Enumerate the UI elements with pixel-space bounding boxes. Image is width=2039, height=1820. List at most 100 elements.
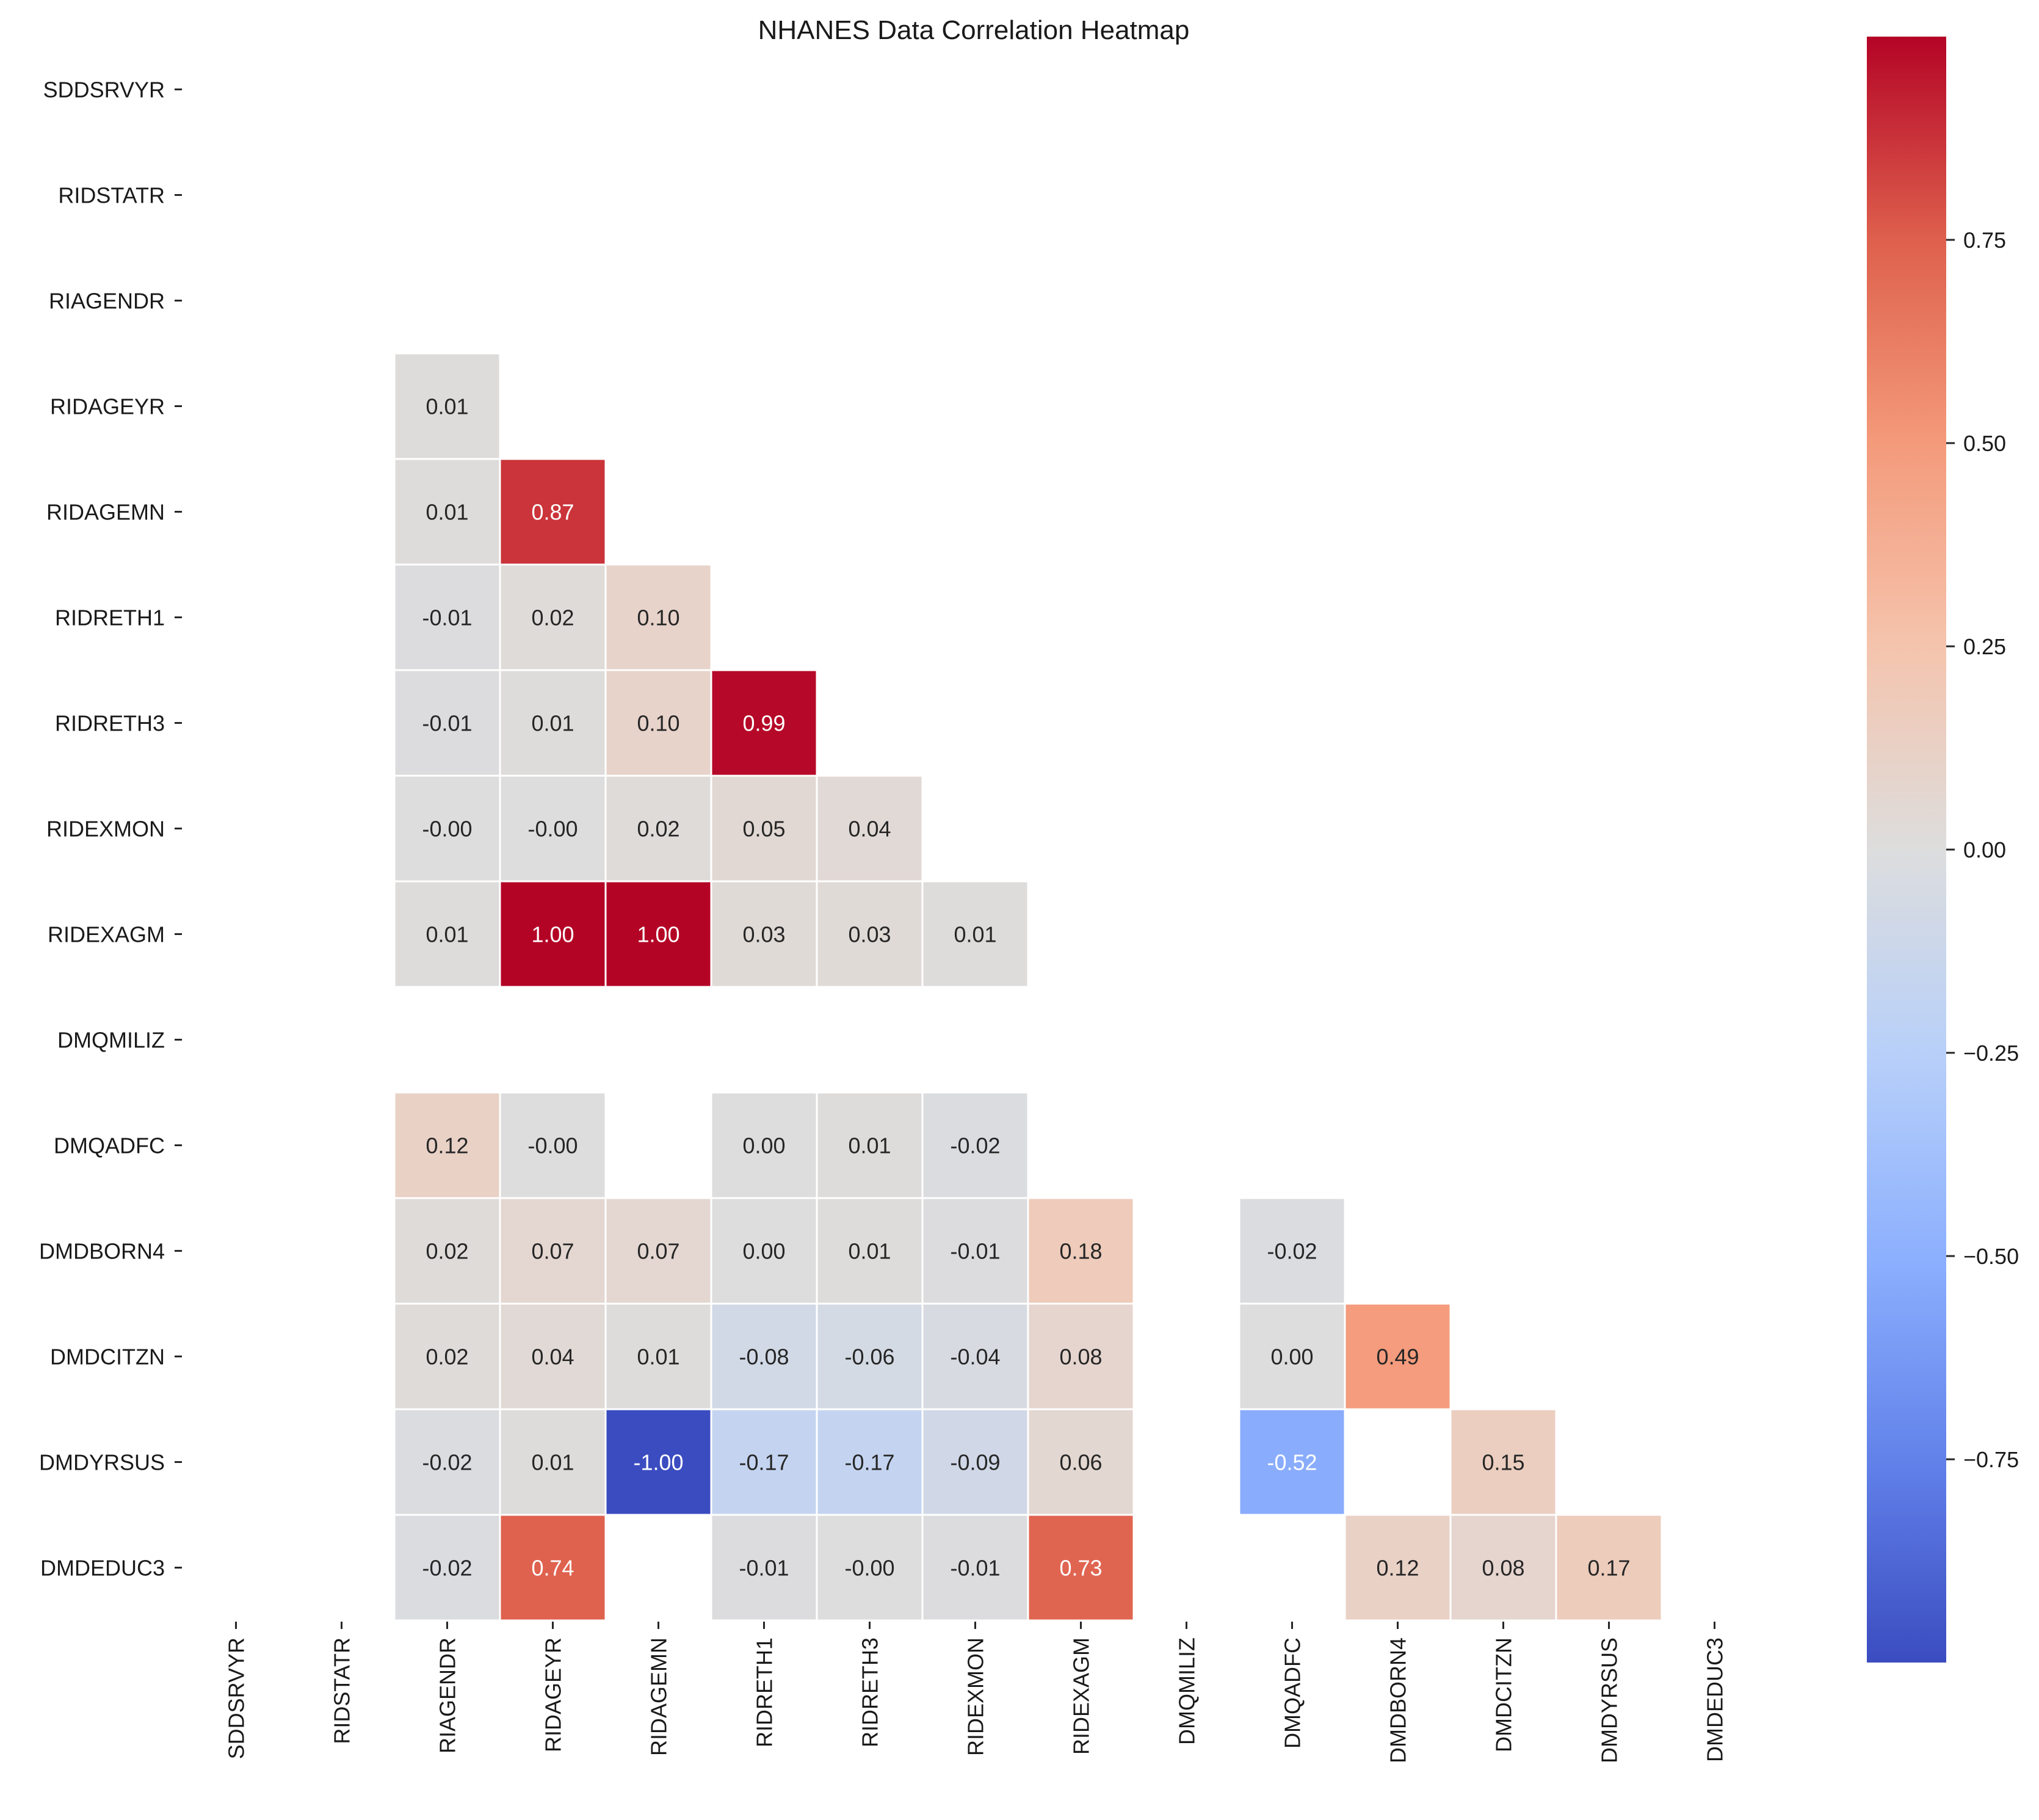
x-tick-label: DMDBORN4: [1386, 1638, 1411, 1763]
cell-label: -0.52: [1267, 1450, 1317, 1475]
x-tick-label: DMQADFC: [1280, 1638, 1305, 1749]
cell-label: 0.49: [1376, 1345, 1419, 1370]
cell-label: -0.02: [950, 1133, 1000, 1158]
cell-label: 0.01: [531, 711, 574, 736]
colorbar-tick-label: −0.75: [1963, 1447, 2019, 1472]
cell-label: 0.07: [531, 1239, 574, 1264]
cell-label: 0.10: [637, 605, 679, 630]
heatmap-cell-dmdborn4-ridreth1: [710, 1197, 818, 1305]
x-tick-label: RIDEXAGM: [1069, 1638, 1094, 1755]
colorbar-tick-label: −0.25: [1963, 1041, 2019, 1066]
y-tick-label: RIDSTATR: [58, 183, 165, 208]
heatmap-cell-dmdcitzn-ridreth3: [816, 1302, 924, 1410]
cell-label: -0.01: [422, 605, 472, 630]
cell-label: -0.00: [527, 817, 578, 842]
heatmap-cell-dmdcitzn-ridexmon: [921, 1302, 1029, 1410]
cell-label: 0.18: [1059, 1239, 1102, 1264]
chart-title: NHANES Data Correlation Heatmap: [758, 15, 1190, 45]
x-tick-label: DMDCITZN: [1491, 1638, 1516, 1752]
y-tick-label: DMQADFC: [54, 1133, 165, 1158]
heatmap-cell-dmdeduc3-ridexagm: [1027, 1514, 1135, 1622]
cell-label: 0.01: [426, 394, 468, 419]
x-tick-label: RIDRETH3: [858, 1638, 883, 1747]
heatmap-cell-dmqadfc-riagendr: [393, 1091, 501, 1199]
heatmap-cell-ridexmon-ridagemn: [604, 775, 712, 883]
cell-label: 0.05: [742, 817, 785, 842]
y-tick-label: DMDEDUC3: [40, 1556, 165, 1581]
heatmap-cell-ridexmon-ridageyr: [499, 775, 607, 883]
cell-label: 0.06: [1059, 1450, 1102, 1475]
cell-label: -0.00: [527, 1133, 578, 1158]
cell-label: 0.73: [1059, 1556, 1102, 1581]
cell-label: -0.09: [950, 1450, 1000, 1475]
y-tick-label: RIDAGEMN: [46, 500, 165, 525]
cell-label: 0.02: [426, 1345, 468, 1370]
cell-label: 0.03: [742, 922, 785, 947]
colorbar-tick-label: 0.50: [1963, 431, 2006, 456]
cell-label: 0.04: [531, 1345, 574, 1370]
heatmap-cell-dmdeduc3-ridreth3: [816, 1514, 924, 1622]
heatmap-cell-dmdyrsus-ridageyr: [499, 1408, 607, 1516]
heatmap-cell-dmdyrsus-dmdcitzn: [1449, 1408, 1557, 1516]
heatmap-cell-dmqadfc-ridexmon: [921, 1091, 1029, 1199]
heatmap-cell-ridreth3-ridageyr: [499, 669, 607, 777]
cell-label: 0.00: [742, 1133, 785, 1158]
heatmap-cell-dmdeduc3-dmdborn4: [1344, 1514, 1452, 1622]
cell-label: 0.08: [1059, 1345, 1102, 1370]
y-tick-label: RIDEXAGM: [48, 922, 165, 947]
heatmap-cell-dmdyrsus-ridexmon: [921, 1408, 1029, 1516]
colorbar-tick-label: 0.25: [1963, 634, 2006, 659]
heatmap-cell-ridreth3-ridreth1: [710, 669, 818, 777]
heatmap-cells: 0.01 0.01 0.87 -0.01 0.02 0.10 -0.01 0.01 0.10 0.…: [393, 352, 1663, 1622]
y-tick-label: SDDSRVYR: [43, 78, 165, 103]
cell-label: -0.02: [422, 1556, 472, 1581]
heatmap-cell-ridexagm-ridagemn: [604, 880, 712, 988]
x-tick-label: DMQMILIZ: [1175, 1638, 1200, 1745]
cell-label: 0.01: [426, 500, 468, 525]
cell-label: -0.01: [739, 1556, 789, 1581]
heatmap-cell-dmdcitzn-dmdborn4: [1344, 1302, 1452, 1410]
cell-label: 0.12: [1376, 1556, 1419, 1581]
heatmap-cell-dmdborn4-riagendr: [393, 1197, 501, 1305]
cell-label: 0.01: [426, 922, 468, 947]
cell-label: 0.02: [426, 1239, 468, 1264]
heatmap-cell-dmdborn4-dmqadfc: [1238, 1197, 1346, 1305]
y-tick-label: RIDRETH3: [55, 711, 165, 736]
heatmap-cell-ridexagm-ridexmon: [921, 880, 1029, 988]
cell-label: 0.03: [848, 922, 891, 947]
y-axis: SDDSRVYR RIDSTATR RIAGENDR RIDAGEYR RIDAGEMN…: [39, 78, 182, 1581]
cell-label: -0.04: [950, 1345, 1000, 1370]
heatmap-cell-dmdeduc3-ridexmon: [921, 1514, 1029, 1622]
cell-label: 0.87: [531, 500, 574, 525]
y-tick-label: DMDBORN4: [39, 1239, 165, 1264]
y-tick-label: RIAGENDR: [49, 289, 165, 314]
heatmap-cell-dmdyrsus-ridexagm: [1027, 1408, 1135, 1516]
x-tick-label: RIAGENDR: [435, 1638, 460, 1753]
heatmap-cell-ridexmon-riagendr: [393, 775, 501, 883]
cell-label: -0.02: [422, 1450, 472, 1475]
cell-label: 1.00: [531, 922, 574, 947]
heatmap-cell-dmqadfc-ridreth3: [816, 1091, 924, 1199]
heatmap-cell-dmdcitzn-ridexagm: [1027, 1302, 1135, 1410]
cell-label: 0.02: [531, 605, 574, 630]
cell-label: 1.00: [637, 922, 679, 947]
x-tick-label: DMDYRSUS: [1597, 1638, 1622, 1763]
cell-label: 0.08: [1482, 1556, 1524, 1581]
heatmap-cell-dmdeduc3-dmdyrsus: [1555, 1514, 1663, 1622]
x-tick-label: RIDAGEMN: [646, 1638, 672, 1756]
cell-label: 0.99: [742, 711, 785, 736]
cell-label: -0.08: [739, 1345, 789, 1370]
y-tick-label: RIDAGEYR: [50, 394, 165, 419]
cell-label: -0.00: [422, 817, 472, 842]
cell-label: -0.06: [844, 1345, 894, 1370]
heatmap-cell-dmdyrsus-ridreth1: [710, 1408, 818, 1516]
y-tick-label: RIDRETH1: [55, 605, 165, 630]
cell-label: 0.01: [954, 922, 996, 947]
cell-label: 0.01: [531, 1450, 574, 1475]
x-tick-label: RIDSTATR: [330, 1638, 355, 1744]
cell-label: -0.01: [950, 1239, 1000, 1264]
heatmap-cell-dmdcitzn-ridreth1: [710, 1302, 818, 1410]
heatmap-cell-ridreth1-riagendr: [393, 563, 501, 671]
cell-label: -0.17: [844, 1450, 894, 1475]
heatmap-cell-dmdcitzn-riagendr: [393, 1302, 501, 1410]
